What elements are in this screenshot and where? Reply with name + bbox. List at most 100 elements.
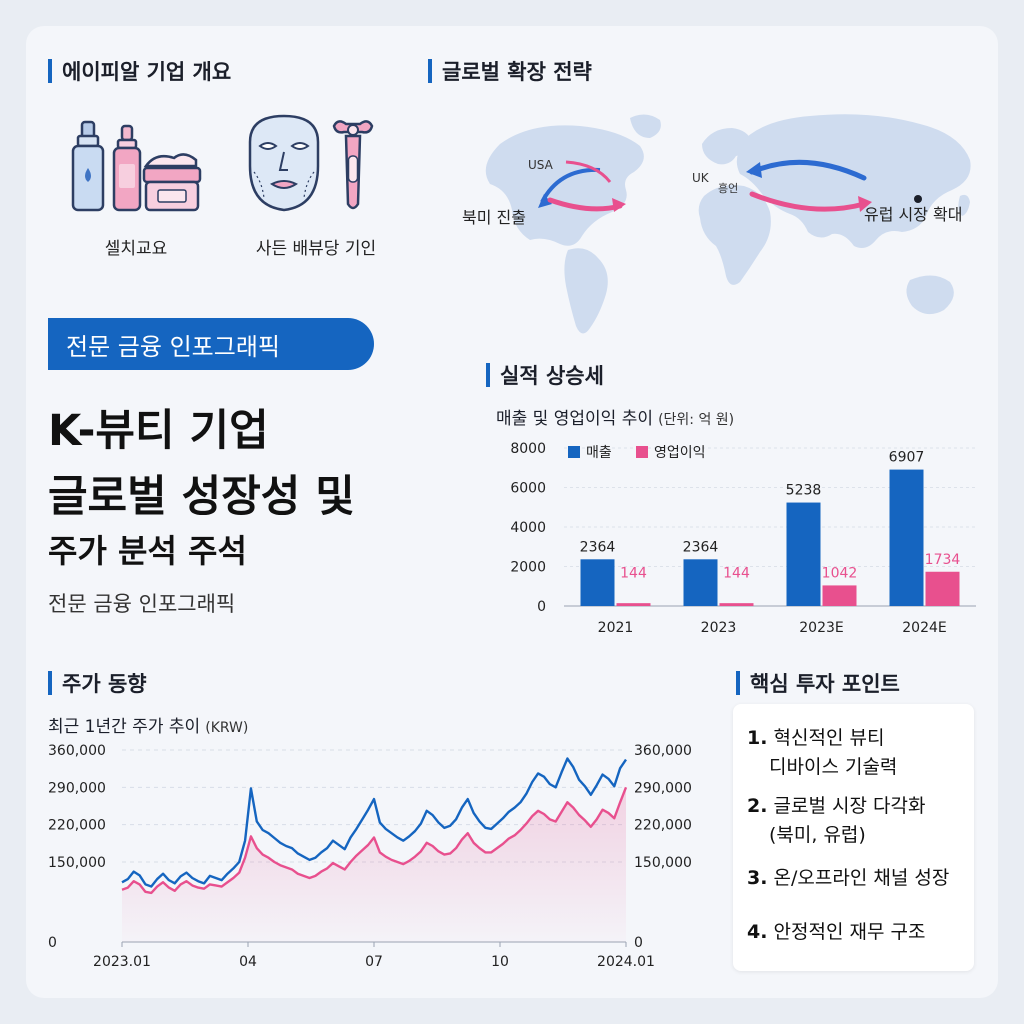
line-y-tick-label-left: 290,000 <box>48 780 106 796</box>
title-accent-bar <box>428 59 432 83</box>
line-y-tick-label-left: 0 <box>48 935 57 951</box>
bar-y-tick-label: 4000 <box>510 520 546 536</box>
world-map: USA 북미 진출 UK 흥언 유럽 시장 확대 <box>462 114 971 334</box>
point-item-2: 2. 글로벌 시장 다각화 (북미, 유럽) <box>747 792 925 850</box>
bar-op-income <box>616 603 651 606</box>
korea-marker <box>914 195 922 203</box>
bar-y-tick-label: 8000 <box>510 441 546 457</box>
world-map-landmass <box>485 114 971 334</box>
point-line1: 글로벌 시장 다각화 <box>773 795 926 817</box>
category-pill: 전문 금융 인포그래픽 <box>48 318 374 370</box>
bar-sales-value-label: 6907 <box>889 450 925 466</box>
bar-op-income <box>925 571 960 606</box>
overview-section-title: 에이피알 기업 개요 <box>48 56 231 86</box>
hero-subtitle: 전문 금융 인포그래픽 <box>48 592 236 616</box>
earnings-chart-title: 매출 및 영업이익 추이 <box>496 409 653 429</box>
bar-x-tick-label: 2024E <box>902 620 946 636</box>
point-number: 2. <box>747 795 768 817</box>
stock-chart-title: 최근 1년간 주가 추이 <box>48 717 201 737</box>
line-y-tick-label-left: 150,000 <box>48 855 106 871</box>
line-x-tick-label: 07 <box>365 954 383 970</box>
bar-y-tick-label: 6000 <box>510 481 546 497</box>
title-accent-bar <box>736 671 740 695</box>
point-number: 1. <box>747 727 768 749</box>
earnings-title-text: 실적 상승세 <box>500 364 604 388</box>
europe-expansion-arrow <box>749 191 867 212</box>
bar-x-tick-label: 2023 <box>701 620 737 636</box>
earnings-chart-header: 매출 및 영업이익 추이 (단위: 억 원) <box>496 404 734 429</box>
point-number: 3. <box>747 867 768 889</box>
line-y-tick-label-right: 360,000 <box>634 743 692 759</box>
investment-points-box: 1. 혁신적인 뷰티 디바이스 기술력 2. 글로벌 시장 다각화 (북미, 유… <box>733 704 974 971</box>
bar-sales-value-label: 2364 <box>580 539 616 555</box>
stock-chart-header: 최근 1년간 주가 추이 (KRW) <box>48 712 248 737</box>
bar-op-income <box>719 603 754 606</box>
line-y-tick-label-left: 360,000 <box>48 743 106 759</box>
line-x-tick-label: 04 <box>239 954 257 970</box>
led-face-mask-icon <box>248 114 374 212</box>
title-accent-bar <box>48 671 52 695</box>
beauty-device-icon <box>332 120 374 210</box>
legend-swatch-op-income <box>636 446 648 458</box>
line-y-tick-label-right: 220,000 <box>634 818 692 834</box>
global-section-title: 글로벌 확장 전략 <box>428 56 592 86</box>
legend-label-op-income: 영업이익 <box>654 445 706 461</box>
europe-inbound-arrow <box>749 159 867 181</box>
point-line2: (북미, 유럽) <box>769 824 866 846</box>
map-label-usa: USA <box>528 158 554 172</box>
bar-op-income-value-label: 1734 <box>925 552 961 568</box>
point-line1: 안정적인 재무 구조 <box>773 921 926 943</box>
point-line1: 온/오프라인 채널 성장 <box>773 867 950 889</box>
earnings-chart-unit: (단위: 억 원) <box>658 412 735 428</box>
title-accent-bar <box>486 363 490 387</box>
main-title-line1: K-뷰티 기업 <box>48 406 269 456</box>
bar-y-tick-label: 2000 <box>510 560 546 576</box>
legend-swatch-sales <box>568 446 580 458</box>
point-line1: 혁신적인 뷰티 <box>773 727 885 749</box>
line-x-tick-label: 10 <box>491 954 509 970</box>
line-y-tick-label-left: 220,000 <box>48 818 106 834</box>
stock-section-title: 주가 동향 <box>48 668 147 698</box>
points-section-title: 핵심 투자 포인트 <box>736 668 900 698</box>
pink-area-fill <box>122 787 626 942</box>
price-line-blue <box>121 757 627 888</box>
map-label-europe: 유럽 시장 확대 <box>864 205 963 224</box>
legend-label-sales: 매출 <box>586 445 612 461</box>
bar-op-income <box>822 585 857 606</box>
earnings-section-title: 실적 상승세 <box>486 360 604 390</box>
map-label-uk: UK <box>692 171 710 185</box>
serum-bottles-icon <box>71 120 202 212</box>
main-title-line3: 주가 분석 주석 <box>48 532 247 570</box>
main-title-line2: 글로벌 성장성 및 <box>48 472 355 522</box>
stock-title-text: 주가 동향 <box>62 672 147 696</box>
global-title-text: 글로벌 확장 전략 <box>442 60 592 84</box>
point-item-3: 3. 온/오프라인 채널 성장 <box>747 864 949 893</box>
line-y-tick-label-right: 150,000 <box>634 855 692 871</box>
bar-op-income-value-label: 144 <box>723 565 750 581</box>
points-title-text: 핵심 투자 포인트 <box>750 672 900 696</box>
bar-op-income-value-label: 1042 <box>822 565 858 581</box>
bar-x-tick-label: 2021 <box>598 620 634 636</box>
bar-x-tick-label: 2023E <box>799 620 843 636</box>
point-line2: 디바이스 기술력 <box>769 756 898 778</box>
bar-op-income-value-label: 144 <box>620 565 647 581</box>
stock-line-chart: 0 0 150,000 150,000 220,000 220,000 290,000 290… <box>48 743 692 970</box>
bar-sales <box>786 502 821 606</box>
overview-right-caption: 사든 배뷰당 기인 <box>255 239 377 259</box>
line-y-tick-label-right: 0 <box>634 935 643 951</box>
overview-left-caption: 셀치교요 <box>104 239 168 259</box>
price-line-pink <box>121 786 628 895</box>
line-y-tick-label-right: 290,000 <box>634 780 692 796</box>
bar-sales <box>683 559 718 606</box>
line-x-tick-label: 2024.01 <box>597 954 655 970</box>
bar-sales <box>580 559 615 606</box>
point-item-4: 4. 안정적인 재무 구조 <box>747 918 925 947</box>
bar-sales <box>889 469 924 606</box>
point-number: 4. <box>747 921 768 943</box>
bar-sales-value-label: 2364 <box>683 539 719 555</box>
usa-curve-arrow <box>565 160 612 183</box>
map-label-north-america: 북미 진출 <box>462 208 526 227</box>
map-label-uk-sub: 흥언 <box>718 181 738 195</box>
line-x-tick-label: 2023.01 <box>93 954 151 970</box>
